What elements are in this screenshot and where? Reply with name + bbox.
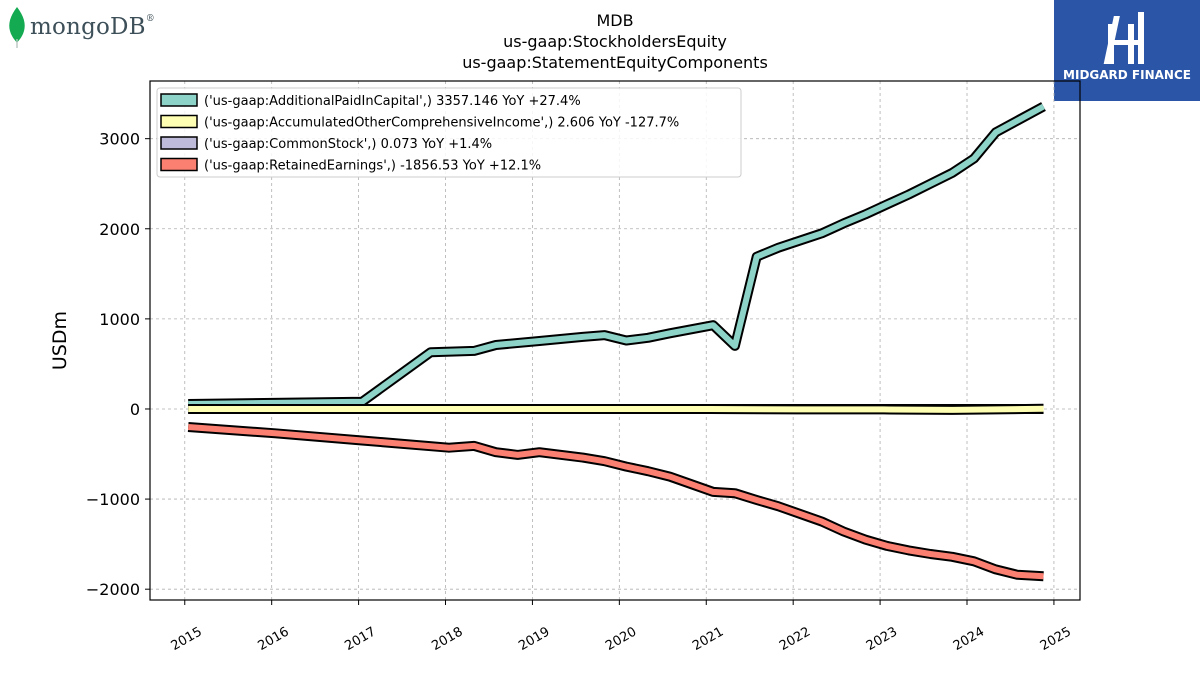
legend-swatch bbox=[160, 93, 198, 107]
legend-entry: ('us-gaap:CommonStock',) 0.073 YoY +1.4% bbox=[204, 137, 492, 152]
y-tick-label: 1000 bbox=[99, 310, 140, 329]
x-tick-label: 2023 bbox=[864, 624, 900, 654]
mongodb-wordmark: mongoDB® bbox=[30, 14, 155, 40]
chart-titles: MDB us-gaap:StockholdersEquity us-gaap:S… bbox=[330, 10, 900, 73]
legend-entry: ('us-gaap:AdditionalPaidInCapital',) 335… bbox=[204, 94, 581, 109]
series-line bbox=[187, 424, 1044, 580]
legend-swatch bbox=[160, 136, 198, 150]
legend-entry: ('us-gaap:AccumulatedOtherComprehensiveI… bbox=[204, 116, 679, 131]
x-tick-label: 2022 bbox=[777, 624, 813, 654]
legend-entry: ('us-gaap:RetainedEarnings',) -1856.53 Y… bbox=[204, 159, 541, 174]
leaf-icon bbox=[9, 7, 25, 48]
x-tick-label: 2021 bbox=[690, 624, 726, 654]
plot-frame bbox=[149, 80, 1081, 601]
midgard-brand-text: MIDGARD FINANCE bbox=[1063, 68, 1191, 82]
y-axis-label: USDm bbox=[49, 311, 71, 370]
x-tick-label: 2015 bbox=[169, 624, 205, 654]
mongodb-logo: mongoDB® bbox=[6, 6, 166, 48]
series-line bbox=[188, 405, 1044, 413]
y-tick-label: −1000 bbox=[86, 490, 140, 509]
x-tick-label: 2025 bbox=[1038, 624, 1074, 654]
x-tick-label: 2019 bbox=[516, 624, 552, 654]
y-tick-label: 3000 bbox=[99, 130, 140, 149]
legend-swatch bbox=[160, 157, 198, 172]
x-tick-label: 2024 bbox=[951, 624, 987, 654]
series-lines bbox=[187, 102, 1046, 582]
y-tick-label: 0 bbox=[130, 400, 140, 419]
y-tick-label: −2000 bbox=[86, 580, 140, 599]
x-tick-label: 2016 bbox=[256, 624, 292, 654]
series-line bbox=[188, 103, 1045, 407]
legend-box bbox=[156, 87, 742, 178]
legend: ('us-gaap:AdditionalPaidInCapital',) 335… bbox=[156, 87, 742, 178]
chart-title: MDB bbox=[596, 11, 634, 30]
legend-swatch bbox=[160, 114, 198, 129]
x-tick-label: 2018 bbox=[429, 624, 465, 654]
y-tick-label: 2000 bbox=[99, 220, 140, 239]
x-tick-label: 2020 bbox=[603, 624, 639, 654]
midgard-emblem-icon bbox=[1103, 12, 1144, 64]
chart-subtitle-2: us-gaap:StatementEquityComponents bbox=[462, 53, 768, 72]
x-tick-label: 2017 bbox=[342, 624, 378, 654]
midgard-finance-logo: MIDGARD FINANCE bbox=[1054, 0, 1200, 101]
chart-subtitle-1: us-gaap:StockholdersEquity bbox=[503, 32, 727, 51]
